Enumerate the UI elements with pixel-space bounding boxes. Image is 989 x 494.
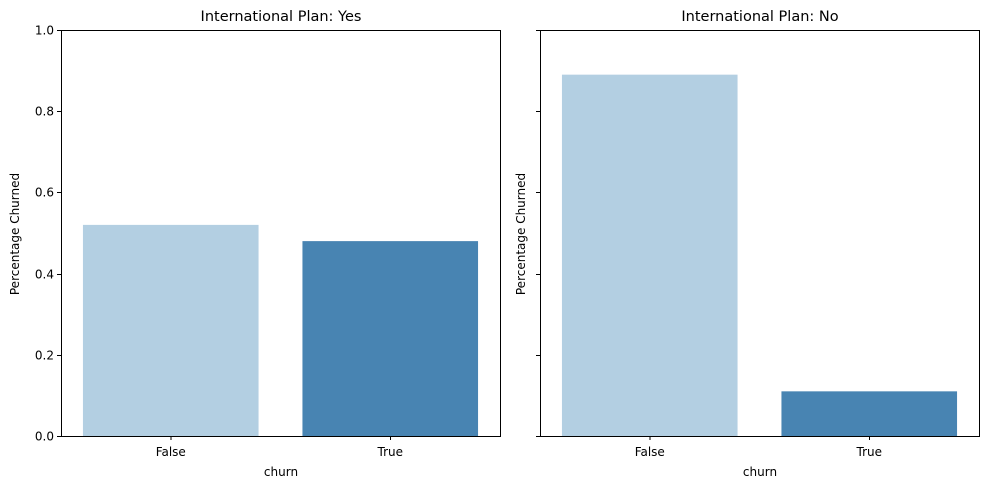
- bars: [82, 224, 479, 436]
- bar-false: [82, 224, 259, 436]
- bars: [561, 74, 958, 436]
- x-tick-label: True: [856, 445, 883, 459]
- y-tick-label: 0.0: [35, 430, 54, 444]
- x-tick-label: False: [635, 445, 665, 459]
- ticks: False True 0.0 0.2 0.4 0.6 0.8 1.0: [35, 24, 403, 460]
- y-tick-label: 0.4: [35, 268, 54, 282]
- y-tick-label: 0.6: [35, 186, 54, 200]
- plot-frame: [540, 30, 980, 437]
- x-axis-label: churn: [743, 465, 777, 479]
- x-tick-label: False: [156, 445, 186, 459]
- subplot-title: International Plan: Yes: [201, 9, 362, 25]
- y-axis-label: Percentage Churned: [514, 173, 528, 295]
- x-tick-label: True: [377, 445, 404, 459]
- subplot-international-plan-no: International Plan: No churn Percentage …: [514, 9, 980, 479]
- y-axis-label: Percentage Churned: [8, 173, 22, 295]
- subplot-international-plan-yes: International Plan: Yes churn Percentage…: [8, 9, 501, 479]
- plot-frame: [61, 30, 501, 437]
- bar-true: [781, 391, 958, 436]
- y-tick-label: 0.2: [35, 349, 54, 363]
- bar-false: [561, 74, 738, 436]
- x-axis-label: churn: [264, 465, 298, 479]
- y-tick-label: 1.0: [35, 24, 54, 38]
- y-tick-label: 0.8: [35, 105, 54, 119]
- bar-true: [302, 241, 479, 436]
- subplot-title: International Plan: No: [681, 9, 838, 25]
